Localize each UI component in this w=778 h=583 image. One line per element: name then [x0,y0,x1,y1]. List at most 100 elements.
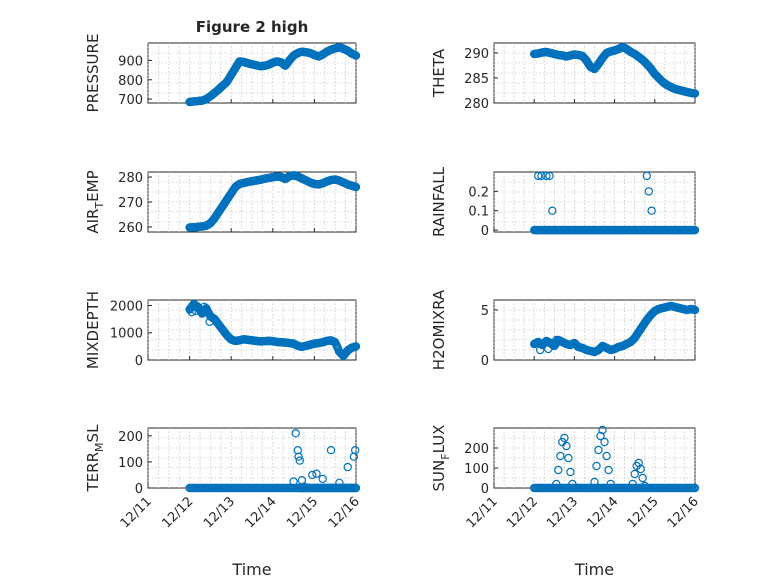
subplot-pressure: 700 800 900 PRESSURE Figure 2 high [84,18,361,113]
axes-box [493,171,696,233]
data-point [556,451,565,461]
data-point [628,479,637,489]
data-point [644,187,654,196]
data-point [191,306,200,316]
data-point [545,171,554,181]
y-tick-label: 200 [118,430,143,445]
data-point [600,437,609,447]
y-tick-label: 0 [135,354,143,369]
data-point [293,446,302,455]
data-point [594,445,603,455]
data-point [562,441,571,451]
y-tick-label: 900 [118,54,143,69]
data-point [351,342,361,351]
y-tick-label: 0 [481,482,489,497]
y-tick-label: 280 [118,171,143,186]
x-tick-label: 12/13 [544,494,581,531]
y-axis-label: PRESSURE [84,34,102,113]
x-axis-label: Time [231,560,271,579]
data-point [642,171,652,181]
y-tick-label: 0 [481,224,489,239]
x-axis-label: Time [574,560,614,579]
data-point [560,433,569,443]
y-tick-label: 5 [481,304,489,319]
y-tick-label: 270 [118,196,143,211]
y-axis-label: AIRTEMP [84,170,106,233]
y-tick-label: 0 [135,482,143,497]
x-tick-label: 12/13 [201,494,238,531]
data-point [552,335,561,345]
subplot-rainfall: 0 0.1 0.2 RAINFALL [430,166,700,239]
data-point [638,473,647,483]
y-tick-label: 290 [464,47,489,62]
data-point [604,465,613,475]
data-point [568,479,577,489]
subplot-air-temp: 260 270 280 AIRTEMP [84,170,361,236]
data-point [542,171,551,181]
x-tick-label: 12/14 [243,494,280,531]
data-point [312,469,321,478]
y-axis-label: RAINFALL [430,166,448,237]
data-point [596,431,605,441]
data-point [299,482,309,491]
data-point [351,446,360,455]
data-point [690,225,700,235]
y-axis-label: MIXDEPTH [84,291,102,369]
y-axis-label: THETA [430,48,448,98]
data-point [566,467,575,477]
data-point [552,479,561,489]
data-point [199,302,209,311]
data-point [537,171,546,181]
y-axis-label: H2OMIXRA [430,289,448,370]
x-tick-label: 12/16 [665,494,702,531]
y-tick-label: 800 [118,74,143,89]
y-axis-label: TERRMSL [84,424,106,493]
x-tick-label: 12/11 [464,494,501,531]
data-point [564,453,573,463]
data-point [554,465,563,475]
data-point [690,305,700,315]
x-tick-label: 12/12 [159,494,196,531]
data-point [690,483,700,493]
axes-box [147,427,357,489]
data-point [634,458,643,468]
y-axis-label: SUNFLUX [430,425,452,492]
x-tick-label: 12/12 [504,494,541,531]
y-tick-label: 280 [464,97,489,112]
data-point [308,470,317,480]
y-tick-label: 285 [464,72,489,87]
x-tick-label: 12/14 [584,494,621,531]
data-point [592,461,601,471]
data-point [335,478,344,487]
x-tick-label: 12/15 [284,494,321,531]
y-tick-label: 0.2 [468,185,489,200]
x-tick-label: 12/16 [326,494,363,531]
data-point [640,481,650,491]
data-point [647,206,656,215]
subplot-sunflux: 0 100 200 12/11 12/12 12/13 12/14 12/15 12/16 Tim… [430,425,702,579]
data-point [690,89,700,98]
subplot-theta: 280 285 290 THETA [430,42,700,112]
data-point [590,477,599,487]
data-point [351,483,361,493]
y-tick-label: 100 [464,462,489,477]
subplot-mixdepth: 0 1000 2000 MIXDEPTH [84,291,361,369]
data-point [187,308,196,317]
data-point [318,474,327,484]
data-point [205,317,214,326]
x-tick-label: 12/15 [625,494,662,531]
y-tick-label: 1000 [110,327,143,342]
y-tick-label: 100 [118,456,143,471]
data-point [351,182,361,192]
y-tick-label: 700 [118,93,143,108]
y-tick-label: 0 [481,354,489,369]
data-point [602,451,611,461]
data-point [343,462,352,472]
y-tick-label: 0.1 [468,205,489,220]
data-point [534,171,543,181]
data-point [544,344,553,354]
data-point [291,429,300,438]
data-point [295,456,304,465]
data-point [326,446,336,455]
